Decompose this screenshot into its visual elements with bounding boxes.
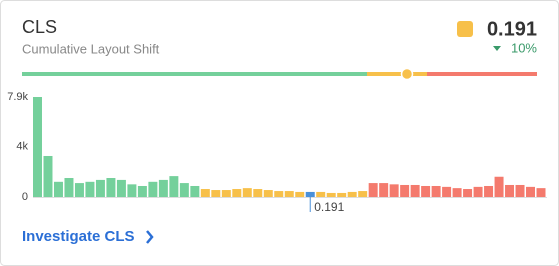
bar xyxy=(452,188,462,197)
bar xyxy=(221,190,231,197)
bar xyxy=(253,189,263,197)
bar xyxy=(400,184,410,197)
bar xyxy=(64,178,74,197)
marker-label: 0.191 xyxy=(314,200,344,214)
bar xyxy=(190,185,200,197)
subtitle: Cumulative Layout Shift xyxy=(22,41,160,56)
bar xyxy=(421,185,431,197)
bar xyxy=(33,97,42,197)
range-good xyxy=(22,72,367,76)
bar xyxy=(536,188,546,197)
bar xyxy=(316,191,326,197)
bar xyxy=(368,183,378,197)
link-text[interactable]: Investigate CLS xyxy=(22,228,135,245)
bar xyxy=(442,186,452,197)
bar xyxy=(494,176,504,197)
link-chevron[interactable] xyxy=(146,230,154,244)
bar xyxy=(43,155,53,197)
bar xyxy=(242,188,252,197)
bar xyxy=(284,191,294,197)
title: CLS xyxy=(22,17,57,37)
bar xyxy=(410,184,420,197)
range-moderate xyxy=(367,72,427,76)
range-dot xyxy=(400,67,414,81)
bar xyxy=(53,181,63,197)
bar xyxy=(158,179,168,197)
change-arrow xyxy=(493,46,501,51)
bar xyxy=(148,181,158,197)
score-swatch xyxy=(457,21,473,37)
bar xyxy=(274,191,284,197)
bar xyxy=(106,178,116,197)
bar xyxy=(358,191,368,197)
bar xyxy=(463,189,473,197)
bar xyxy=(95,179,105,197)
investigate-link[interactable]: Investigate CLS xyxy=(22,228,154,245)
bar xyxy=(179,183,189,197)
y-tick-label: 7.9k xyxy=(7,91,28,103)
bar xyxy=(127,184,137,197)
bar xyxy=(85,181,95,197)
change: 10% xyxy=(511,40,537,55)
bar xyxy=(200,189,210,197)
bar xyxy=(305,191,315,197)
bar xyxy=(431,185,441,197)
bar xyxy=(473,186,483,197)
y-tick-label: 0 xyxy=(22,191,28,203)
y-tick-label: 4k xyxy=(16,140,28,152)
bar xyxy=(74,183,84,197)
bar xyxy=(505,184,515,197)
bar xyxy=(337,192,347,197)
bar xyxy=(137,185,147,197)
bar xyxy=(232,189,242,197)
score: 0.191 xyxy=(487,18,537,40)
bar xyxy=(379,183,389,197)
bar xyxy=(347,191,357,197)
bar xyxy=(526,186,536,197)
bar xyxy=(389,184,399,197)
bar xyxy=(326,192,336,197)
bar xyxy=(169,176,179,197)
bar xyxy=(484,185,494,197)
bar xyxy=(211,190,221,197)
bar xyxy=(116,179,126,197)
bar xyxy=(515,184,525,197)
bar xyxy=(295,191,305,197)
bar xyxy=(263,190,273,197)
range-poor xyxy=(427,72,537,76)
